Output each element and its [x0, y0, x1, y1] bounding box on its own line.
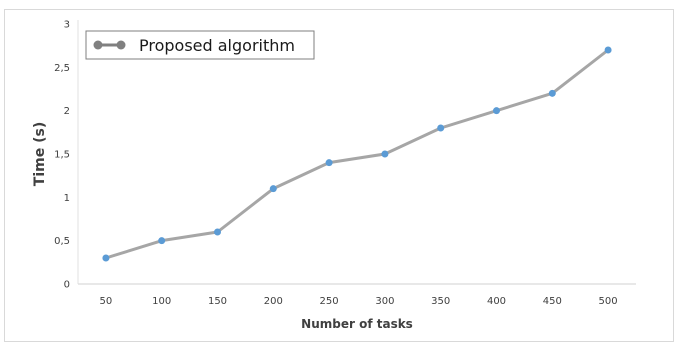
- data-point: [493, 107, 500, 115]
- x-tick-label: 300: [375, 296, 394, 307]
- y-tick-label: 1: [64, 193, 70, 204]
- x-axis-title: Number of tasks: [301, 317, 413, 331]
- data-point: [437, 124, 445, 132]
- data-point: [158, 237, 166, 245]
- series-line: [105, 48, 610, 260]
- legend-marker-icon: [116, 40, 126, 50]
- y-tick-label: 3: [64, 20, 70, 31]
- series-group: [102, 46, 612, 262]
- data-point: [604, 46, 612, 54]
- y-tick-label: 0,5: [54, 236, 70, 247]
- data-point: [325, 159, 333, 167]
- x-tick-label: 400: [487, 296, 506, 307]
- x-tick-label: 50: [100, 296, 113, 307]
- data-point: [381, 150, 389, 158]
- y-tick-label: 1,5: [54, 150, 70, 161]
- data-point: [548, 89, 556, 97]
- x-tick-label: 450: [543, 296, 562, 307]
- x-tick-label: 500: [599, 296, 618, 307]
- legend-marker-icon: [93, 40, 103, 50]
- legend: Proposed algorithm: [85, 30, 315, 60]
- x-tick-label: 100: [152, 296, 171, 307]
- legend-label: Proposed algorithm: [139, 36, 295, 55]
- y-tick-label: 2: [64, 106, 70, 117]
- chart-frame: [4, 9, 674, 342]
- x-tick-label: 150: [208, 296, 227, 307]
- x-tick-labels: 50 100 150 200 250 300 350 400 450 500: [100, 296, 618, 307]
- y-tick-label: 0: [64, 280, 70, 291]
- x-tick-label: 250: [320, 296, 339, 307]
- y-axis-title: Time (s): [32, 122, 48, 186]
- data-point: [214, 228, 221, 236]
- y-tick-labels: 0 0,5 1 1,5 2 2,5 3: [54, 20, 70, 291]
- data-point: [102, 254, 110, 262]
- axes: [77, 20, 636, 285]
- data-point: [269, 185, 277, 193]
- x-tick-label: 350: [431, 296, 450, 307]
- y-tick-label: 2,5: [54, 63, 70, 74]
- x-tick-label: 200: [264, 296, 283, 307]
